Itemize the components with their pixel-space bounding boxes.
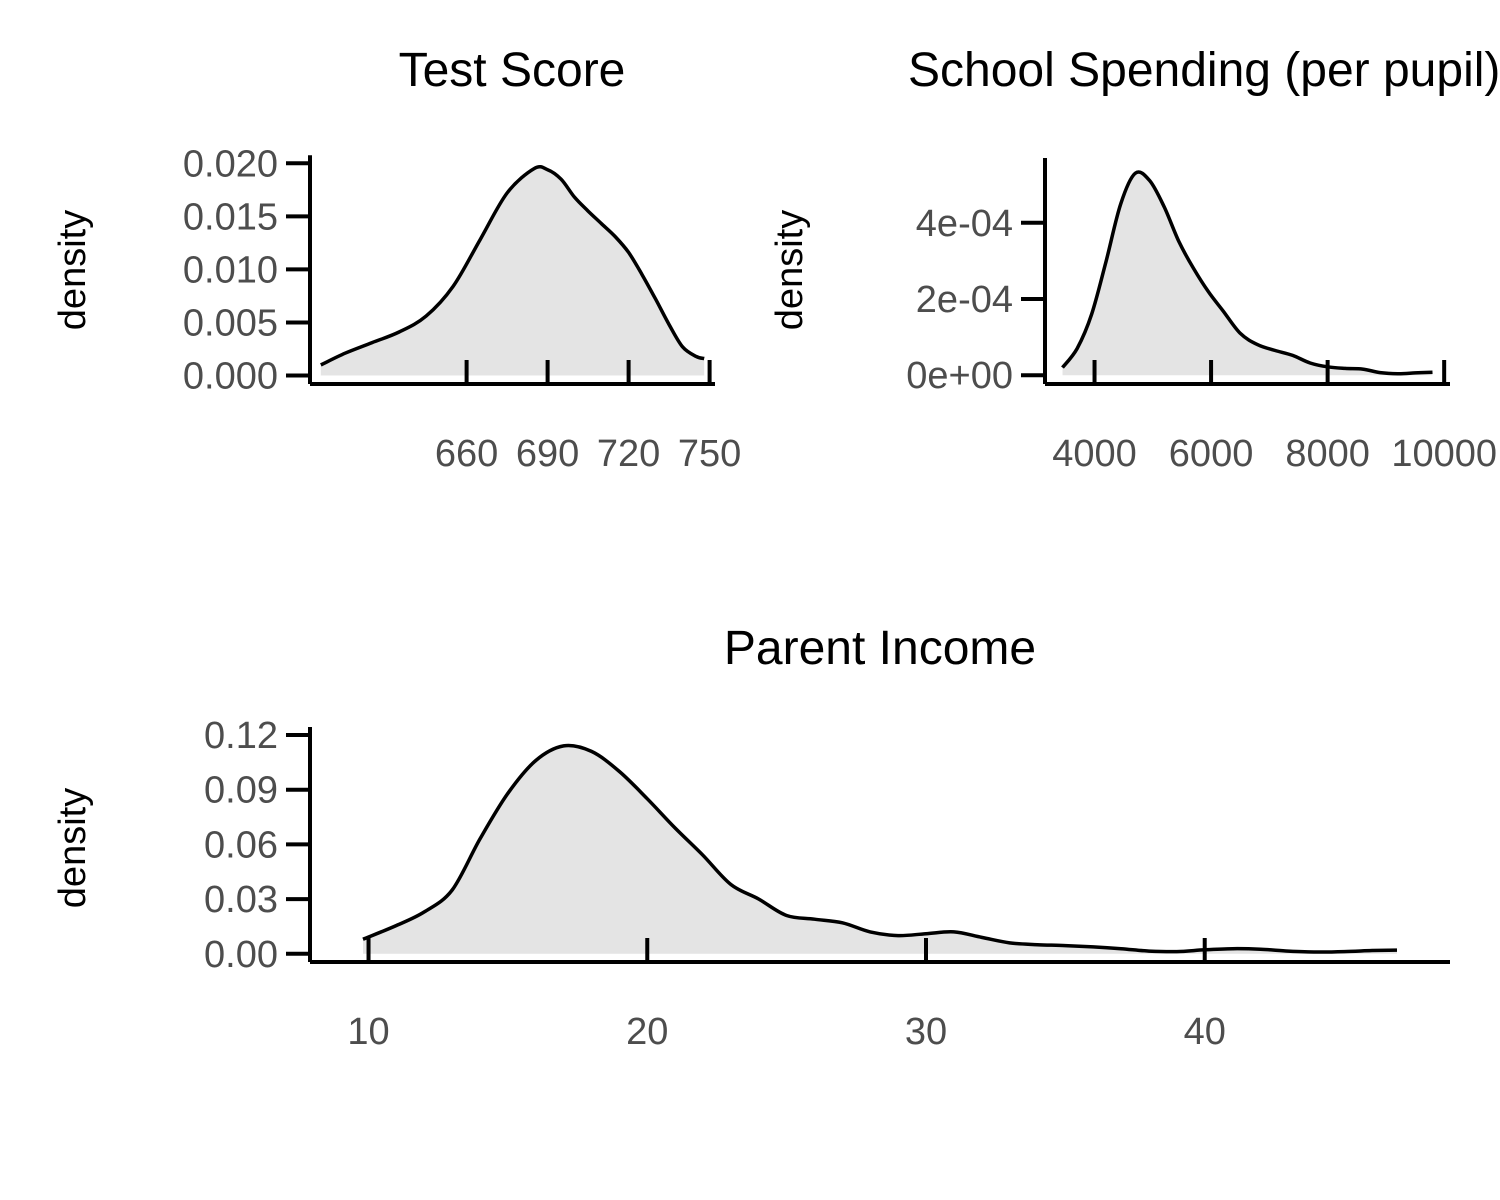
y-tick-label: 0.09 [204, 770, 278, 812]
y-tick-label: 0.00 [204, 934, 278, 976]
x-axis-ticks-test-score: 660 690 720 750 [435, 360, 741, 475]
y-tick-label: 0.06 [204, 824, 278, 866]
panel-school-spending: School Spending (per pupil) density 0e+0… [769, 44, 1500, 475]
y-tick-label: 0.12 [204, 715, 278, 757]
density-area-parent-income [363, 745, 1397, 954]
x-tick-label: 20 [626, 1011, 668, 1053]
density-area-school-spending [1062, 171, 1433, 376]
y-tick-label: 0.000 [183, 356, 278, 398]
chart-title-school-spending: School Spending (per pupil) [908, 44, 1500, 97]
x-tick-label: 8000 [1285, 433, 1370, 475]
y-axis-label-test-score: density [52, 210, 94, 330]
density-line-parent-income [362, 743, 1398, 954]
x-axis-ticks-school-spending: 4000 6000 8000 10000 [1052, 360, 1497, 475]
x-tick-label: 10 [347, 1011, 389, 1053]
density-line-school-spending [1061, 170, 1433, 376]
density-line-test-score [320, 165, 705, 367]
y-axis-ticks-parent-income: 0.00 0.03 0.06 0.09 0.12 [204, 715, 310, 976]
density-area-test-score [320, 166, 705, 376]
x-tick-label: 660 [435, 433, 498, 475]
y-axis-ticks-school-spending: 0e+00 2e-04 4e-04 [906, 203, 1045, 397]
x-axis-ticks-parent-income: 10 20 30 40 [347, 938, 1226, 1053]
y-tick-label: 4e-04 [916, 203, 1013, 245]
y-tick-label: 0.005 [183, 302, 278, 344]
y-tick-label: 0.010 [183, 249, 278, 291]
x-tick-label: 6000 [1169, 433, 1254, 475]
panel-parent-income: Parent Income density 0.000.030.060.090.… [52, 622, 1450, 1053]
x-tick-label: 40 [1184, 1011, 1226, 1053]
y-tick-label: 0e+00 [906, 355, 1013, 397]
y-tick-label: 2e-04 [916, 279, 1013, 321]
chart-title-test-score: Test Score [399, 44, 626, 97]
panel-test-score: Test Score density 0.0000.0050.0100.0150… [52, 44, 741, 475]
x-tick-label: 30 [905, 1011, 947, 1053]
x-tick-label: 690 [516, 433, 579, 475]
x-tick-label: 10000 [1391, 433, 1497, 475]
y-axis-label-school-spending: density [769, 210, 811, 330]
chart-title-parent-income: Parent Income [724, 622, 1036, 675]
y-tick-label: 0.020 [183, 143, 278, 185]
x-tick-label: 750 [678, 433, 741, 475]
x-tick-label: 4000 [1052, 433, 1137, 475]
y-axis-label-parent-income: density [52, 788, 94, 908]
x-tick-label: 720 [597, 433, 660, 475]
y-axis-ticks-test-score: 0.000 0.005 0.010 0.015 0.020 [183, 143, 310, 398]
y-tick-label: 0.015 [183, 196, 278, 238]
y-tick-label: 0.03 [204, 879, 278, 921]
